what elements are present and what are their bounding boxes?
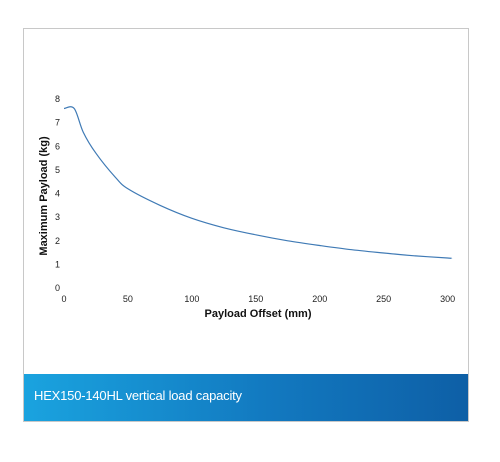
y-axis-title: Maximum Payload (kg) — [38, 136, 50, 256]
y-tick-label: 4 — [55, 189, 60, 199]
y-tick-label: 6 — [55, 141, 60, 151]
y-tick-labels: 0 1 2 3 4 5 6 7 8 — [55, 94, 60, 293]
x-tick-label: 100 — [184, 294, 199, 304]
y-tick-label: 5 — [55, 165, 60, 175]
y-axis-title-group: Maximum Payload (kg) — [38, 136, 50, 256]
y-tick-label: 2 — [55, 236, 60, 246]
x-tick-label: 0 — [61, 294, 66, 304]
y-tick-label: 8 — [55, 94, 60, 104]
x-tick-label: 300 — [440, 294, 455, 304]
x-tick-label: 250 — [376, 294, 391, 304]
series-curve — [63, 106, 453, 259]
y-tick-label: 0 — [55, 283, 60, 293]
x-tick-label: 150 — [248, 294, 263, 304]
y-tick-label: 1 — [55, 259, 60, 269]
x-tick-labels: 0 50 100 150 200 250 300 — [61, 294, 455, 304]
x-tick-label: 200 — [312, 294, 327, 304]
caption-text: HEX150-140HL vertical load capacity — [34, 388, 242, 403]
x-tick-label: 50 — [123, 294, 133, 304]
chart-card — [23, 28, 469, 422]
caption-bar: HEX150-140HL vertical load capacity — [24, 374, 468, 421]
x-axis-title: Payload Offset (mm) — [205, 308, 312, 320]
y-tick-label: 7 — [55, 118, 60, 128]
y-tick-label: 3 — [55, 212, 60, 222]
